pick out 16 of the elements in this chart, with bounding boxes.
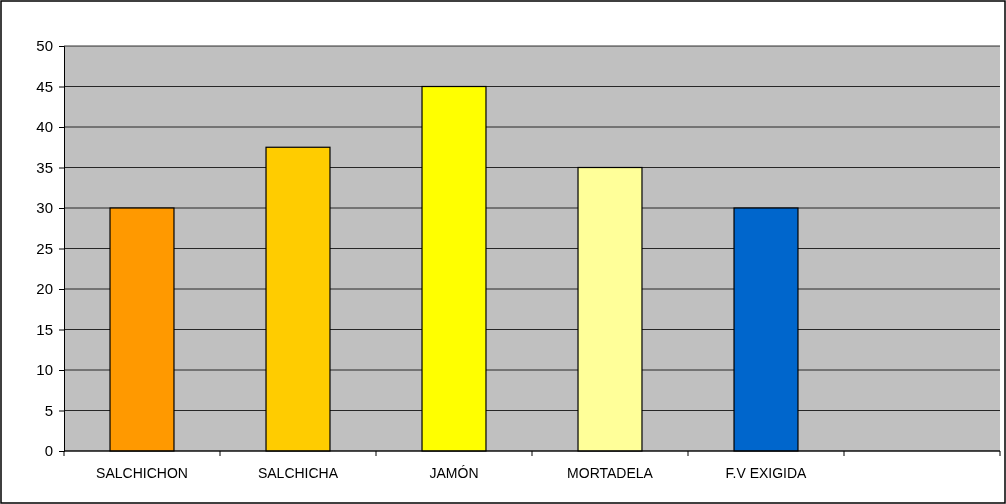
y-tick-label: 15 <box>36 320 53 338</box>
y-tick-label: 45 <box>36 77 53 95</box>
y-tick-label: 0 <box>44 442 53 460</box>
x-tick-label: SALCHICHON <box>96 465 188 481</box>
y-tick-label: 5 <box>44 401 53 419</box>
y-tick-label: 40 <box>36 118 53 136</box>
x-tick-label: MORTADELA <box>567 465 654 481</box>
y-tick-label: 30 <box>36 199 53 217</box>
x-tick-label: F.V EXIGIDA <box>725 465 808 481</box>
y-tick-label: 10 <box>36 361 53 379</box>
y-tick-label: 50 <box>36 37 53 55</box>
x-tick-label: JAMÓN <box>429 465 479 481</box>
y-tick-label: 20 <box>36 280 53 298</box>
x-tick-label: SALCHICHA <box>257 465 339 481</box>
y-tick-label: 35 <box>36 158 53 176</box>
y-tick-label: 25 <box>36 239 53 257</box>
